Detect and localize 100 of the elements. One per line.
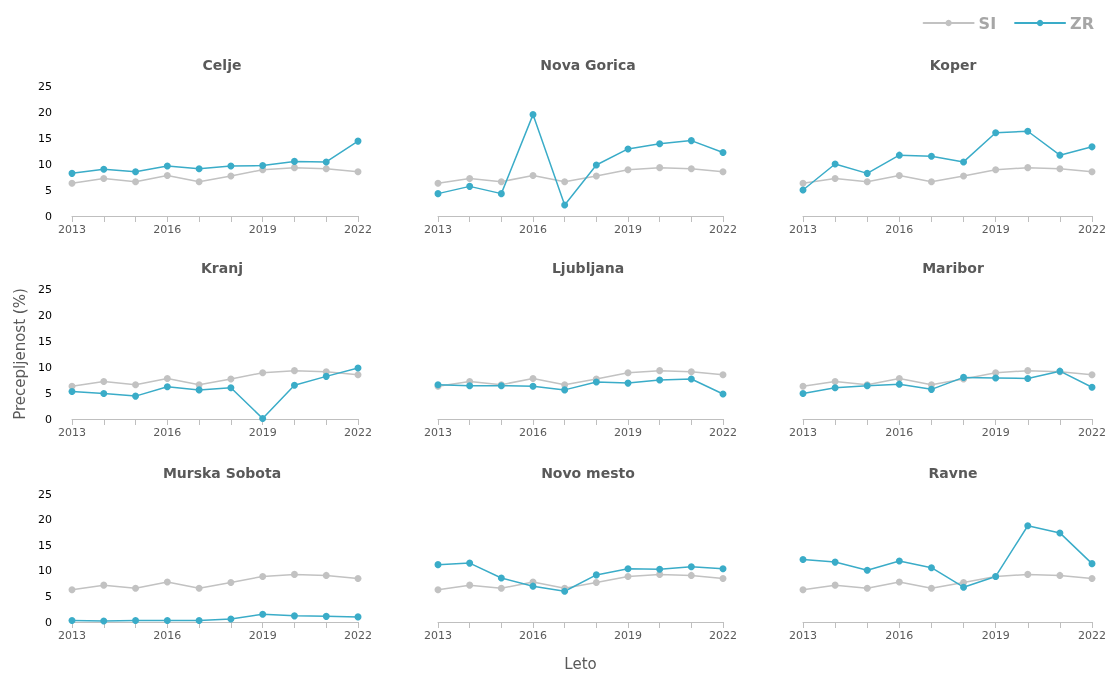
- y-tick-label: 10: [38, 157, 52, 171]
- point: [656, 376, 664, 384]
- point: [719, 371, 727, 379]
- point: [68, 387, 76, 395]
- point: [561, 178, 569, 186]
- point: [466, 559, 474, 567]
- x-tick-label: 2022: [344, 426, 372, 439]
- x-tick-label: 2022: [344, 223, 372, 236]
- point: [68, 616, 76, 624]
- point: [466, 182, 474, 190]
- point: [592, 172, 600, 180]
- x-tick-label: 2019: [614, 223, 642, 236]
- point: [322, 372, 330, 380]
- point: [960, 172, 968, 180]
- point: [132, 584, 140, 592]
- point: [322, 165, 330, 173]
- point: [719, 565, 727, 573]
- x-tick-label: 2019: [248, 223, 277, 236]
- point: [132, 381, 140, 389]
- point: [831, 581, 839, 589]
- point: [163, 616, 171, 624]
- point: [1056, 529, 1064, 537]
- point: [624, 369, 632, 377]
- point: [497, 574, 505, 582]
- point: [895, 557, 903, 565]
- point: [322, 571, 330, 579]
- point: [163, 383, 171, 391]
- chart-title: Celje: [202, 57, 242, 73]
- x-tick-label: 2019: [614, 426, 642, 439]
- point: [863, 566, 871, 574]
- point: [719, 168, 727, 176]
- y-tick-label: 5: [45, 589, 52, 603]
- point: [434, 190, 442, 198]
- point: [259, 610, 267, 618]
- point: [68, 169, 76, 177]
- point: [1024, 570, 1032, 578]
- point: [863, 169, 871, 177]
- chart-title: Kranj: [201, 260, 243, 276]
- point: [624, 166, 632, 174]
- point: [863, 178, 871, 186]
- y-tick-label: 0: [45, 209, 52, 223]
- point: [624, 572, 632, 580]
- x-tick-label: 2016: [885, 426, 914, 439]
- point: [927, 564, 935, 572]
- point: [100, 617, 108, 625]
- point: [322, 158, 330, 166]
- chart-title: Murska Sobota: [162, 465, 282, 481]
- point: [592, 579, 600, 587]
- point: [322, 612, 330, 620]
- point: [992, 129, 1000, 137]
- x-tick-label: 2019: [248, 629, 277, 642]
- y-tick-label: 25: [38, 282, 52, 296]
- point: [687, 368, 695, 376]
- point: [799, 556, 807, 564]
- point: [497, 584, 505, 592]
- point: [799, 382, 807, 390]
- y-tick-label: 25: [38, 487, 52, 501]
- point: [434, 561, 442, 569]
- x-tick-label: 2022: [709, 223, 737, 236]
- x-tick-label: 2013: [58, 426, 86, 439]
- point: [1088, 371, 1096, 379]
- y-tick-label: 0: [45, 615, 52, 629]
- point: [195, 386, 203, 394]
- x-tick-label: 2019: [981, 426, 1010, 439]
- point: [466, 581, 474, 589]
- y-tick-label: 20: [38, 308, 52, 322]
- x-tick-label: 2022: [709, 426, 737, 439]
- point: [227, 384, 235, 392]
- point: [1024, 522, 1032, 530]
- x-tick-label: 2022: [344, 629, 372, 642]
- point: [434, 586, 442, 594]
- point: [290, 164, 298, 172]
- point: [656, 367, 664, 375]
- point: [927, 178, 935, 186]
- point: [687, 375, 695, 383]
- point: [831, 384, 839, 392]
- x-tick-label: 2022: [1078, 426, 1106, 439]
- point: [466, 175, 474, 183]
- point: [687, 165, 695, 173]
- point: [132, 178, 140, 186]
- x-tick-label: 2022: [1078, 629, 1106, 642]
- point: [687, 563, 695, 571]
- point: [132, 392, 140, 400]
- point: [290, 570, 298, 578]
- y-tick-label: 25: [38, 79, 52, 93]
- y-tick-label: 15: [38, 131, 52, 145]
- point: [259, 414, 267, 422]
- point: [831, 378, 839, 386]
- point: [132, 168, 140, 176]
- point: [163, 578, 171, 586]
- chart-title: Ljubljana: [551, 260, 625, 276]
- point: [799, 586, 807, 594]
- x-tick-label: 2013: [424, 223, 452, 236]
- point: [799, 179, 807, 187]
- point: [195, 616, 203, 624]
- point: [895, 578, 903, 586]
- point: [656, 140, 664, 148]
- point: [259, 369, 267, 377]
- point: [592, 571, 600, 579]
- x-tick-label: 2016: [885, 223, 914, 236]
